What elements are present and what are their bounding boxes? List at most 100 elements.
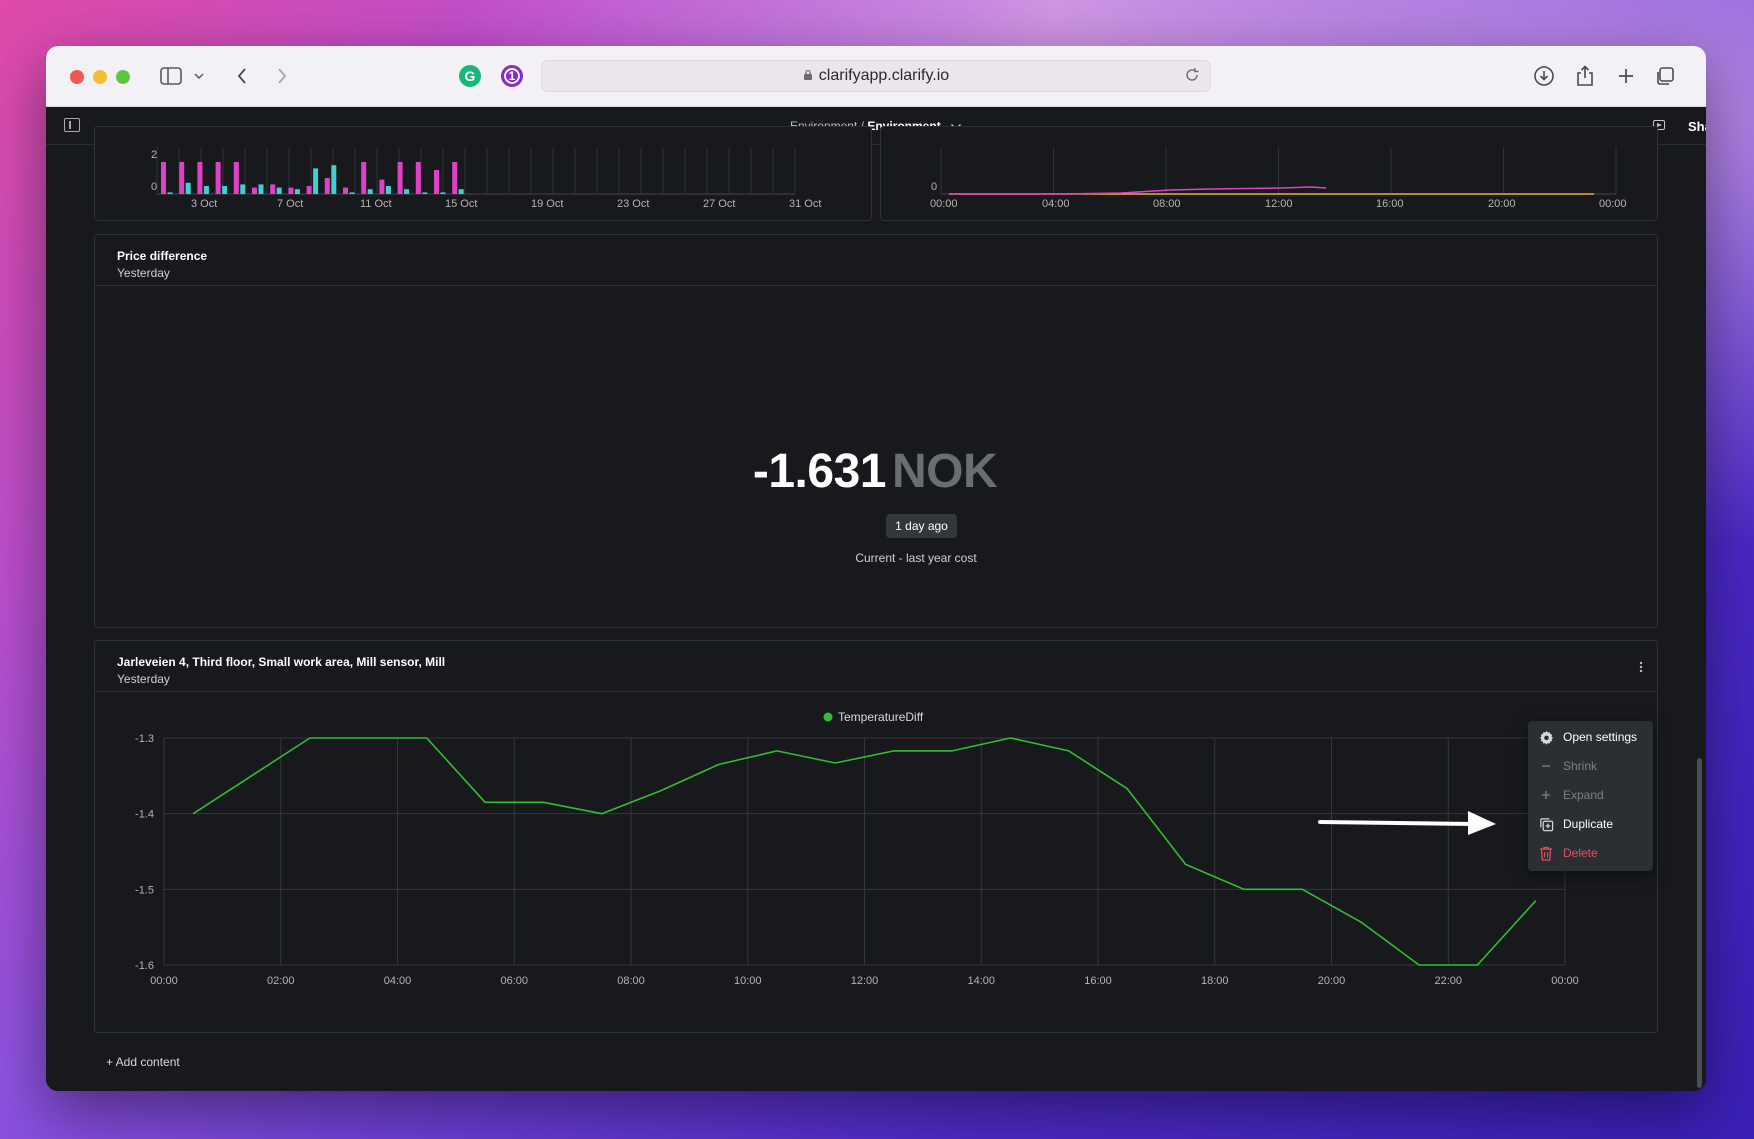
- temperature-chart-card: Jarleveien 4, Third floor, Small work ar…: [94, 640, 1658, 1033]
- back-icon[interactable]: [232, 62, 252, 90]
- sidebar-icon[interactable]: [158, 62, 184, 90]
- menu-item-label: Duplicate: [1563, 817, 1614, 831]
- reload-icon[interactable]: [1184, 67, 1200, 88]
- zoom-window-button[interactable]: [116, 70, 130, 84]
- bar: [367, 189, 373, 194]
- bar: [288, 187, 294, 194]
- close-window-button[interactable]: [70, 70, 84, 84]
- x-tick: 08:00: [1153, 198, 1181, 210]
- bar: [458, 189, 464, 194]
- bar: [306, 186, 312, 194]
- forward-icon[interactable]: [272, 62, 292, 90]
- card-title: Jarleveien 4, Third floor, Small work ar…: [117, 655, 446, 669]
- sidebar-toggle-icon[interactable]: [64, 118, 80, 132]
- gear-icon: [1538, 729, 1554, 745]
- menu-item-label: Delete: [1563, 846, 1598, 860]
- bar: [270, 184, 276, 194]
- bar: [179, 162, 185, 194]
- duplicate-menu-item[interactable]: Duplicate: [1528, 810, 1653, 838]
- bar: [240, 184, 246, 194]
- annotation-arrow: [1318, 811, 1496, 835]
- download-icon[interactable]: [1532, 62, 1556, 90]
- card-divider: [95, 691, 1657, 692]
- address-bar[interactable]: clarifyapp.clarify.io: [541, 60, 1211, 92]
- minus-icon: [1538, 758, 1554, 774]
- chart-legend[interactable]: TemperatureDiff: [823, 710, 924, 724]
- metric-label: Current - last year cost: [855, 551, 977, 565]
- x-tick-label: 02:00: [267, 975, 295, 987]
- card-subtitle: Yesterday: [117, 672, 170, 686]
- x-tick-label: 14:00: [967, 975, 995, 987]
- grammarly-extension-icon[interactable]: G: [459, 65, 481, 87]
- temperature-line-chart: TemperatureDiff -1.3 -1.4 -1.5 -1.6 00:00 02:0…: [135, 710, 1579, 987]
- y-tick-label: -1.5: [135, 884, 154, 896]
- bar: [434, 170, 439, 194]
- dashboard-canvas: 2 0 3 Oct 7 Oct 11 Oct 15 Oct 19 Oct 23 …: [46, 126, 1706, 1091]
- plus-icon: [1538, 787, 1554, 803]
- series-line: [949, 186, 1327, 195]
- bar: [440, 192, 446, 194]
- temperaturediff-series-line[interactable]: [192, 737, 1537, 966]
- card-divider: [95, 285, 1657, 286]
- bar: [197, 162, 203, 194]
- y-tick: 2: [151, 149, 158, 161]
- vertical-scrollbar[interactable]: [1697, 758, 1702, 1088]
- menu-item-label: Shrink: [1563, 759, 1598, 773]
- share-icon[interactable]: [1574, 62, 1596, 90]
- x-tick: 04:00: [1042, 198, 1070, 210]
- price-difference-card: Price difference Yesterday: [94, 234, 1658, 628]
- minimize-window-button[interactable]: [93, 70, 107, 84]
- x-tick: 16:00: [1376, 198, 1404, 210]
- shrink-menu-item[interactable]: Shrink: [1528, 752, 1653, 780]
- bar: [452, 162, 458, 194]
- x-tick-label: 18:00: [1201, 975, 1229, 987]
- x-tick: 11 Oct: [360, 198, 392, 210]
- chevron-down-icon[interactable]: [192, 62, 206, 90]
- delete-menu-item[interactable]: Delete: [1528, 839, 1653, 867]
- line-chart-card: 0 00:00 04:00 08:00 12:00 16:00 20:00 00…: [880, 126, 1658, 221]
- open-settings-menu-item[interactable]: Open settings: [1528, 723, 1653, 751]
- x-tick: 31 Oct: [789, 198, 822, 210]
- expand-menu-item[interactable]: Expand: [1528, 781, 1653, 809]
- x-tick-label: 04:00: [384, 975, 412, 987]
- bar: [343, 187, 348, 194]
- bar: [404, 189, 410, 194]
- bar: [276, 187, 282, 194]
- share-button[interactable]: Share: [1688, 119, 1706, 134]
- x-tick: 12:00: [1265, 198, 1293, 210]
- bar: [167, 192, 173, 194]
- bar: [203, 186, 209, 194]
- url-text: clarifyapp.clarify.io: [818, 67, 950, 84]
- x-tick: 7 Oct: [277, 198, 304, 210]
- y-tick: 0: [931, 181, 938, 193]
- card-subtitle: Yesterday: [117, 266, 170, 280]
- card-more-options-icon[interactable]: [1639, 660, 1649, 674]
- bar-chart: [156, 147, 796, 195]
- add-content-button[interactable]: + Add content: [106, 1055, 180, 1069]
- bar: [385, 186, 391, 194]
- bar: [415, 162, 421, 194]
- bar: [258, 184, 264, 194]
- y-tick-label: -1.4: [135, 809, 154, 821]
- bar: [313, 168, 319, 194]
- x-tick-label: 06:00: [500, 975, 528, 987]
- x-tick: 3 Oct: [191, 198, 218, 210]
- metric-unit: NOK: [891, 445, 998, 498]
- bar: [185, 182, 191, 194]
- bar: [331, 165, 337, 194]
- x-tick-label: 16:00: [1084, 975, 1112, 987]
- x-tick: 15 Oct: [445, 198, 478, 210]
- tab-overview-icon[interactable]: [1654, 62, 1676, 90]
- x-tick: 00:00: [1599, 198, 1627, 210]
- x-tick-label: 00:00: [150, 975, 178, 987]
- menu-item-label: Open settings: [1563, 730, 1638, 744]
- x-tick-label: 08:00: [617, 975, 645, 987]
- bar: [294, 189, 300, 194]
- password-manager-extension-icon[interactable]: 1: [501, 65, 523, 87]
- bar: [361, 162, 367, 194]
- new-tab-icon[interactable]: [1616, 62, 1636, 90]
- y-tick-label: -1.3: [135, 733, 154, 745]
- present-icon[interactable]: [1653, 120, 1665, 130]
- bar: [349, 192, 355, 194]
- lock-icon: [803, 69, 813, 84]
